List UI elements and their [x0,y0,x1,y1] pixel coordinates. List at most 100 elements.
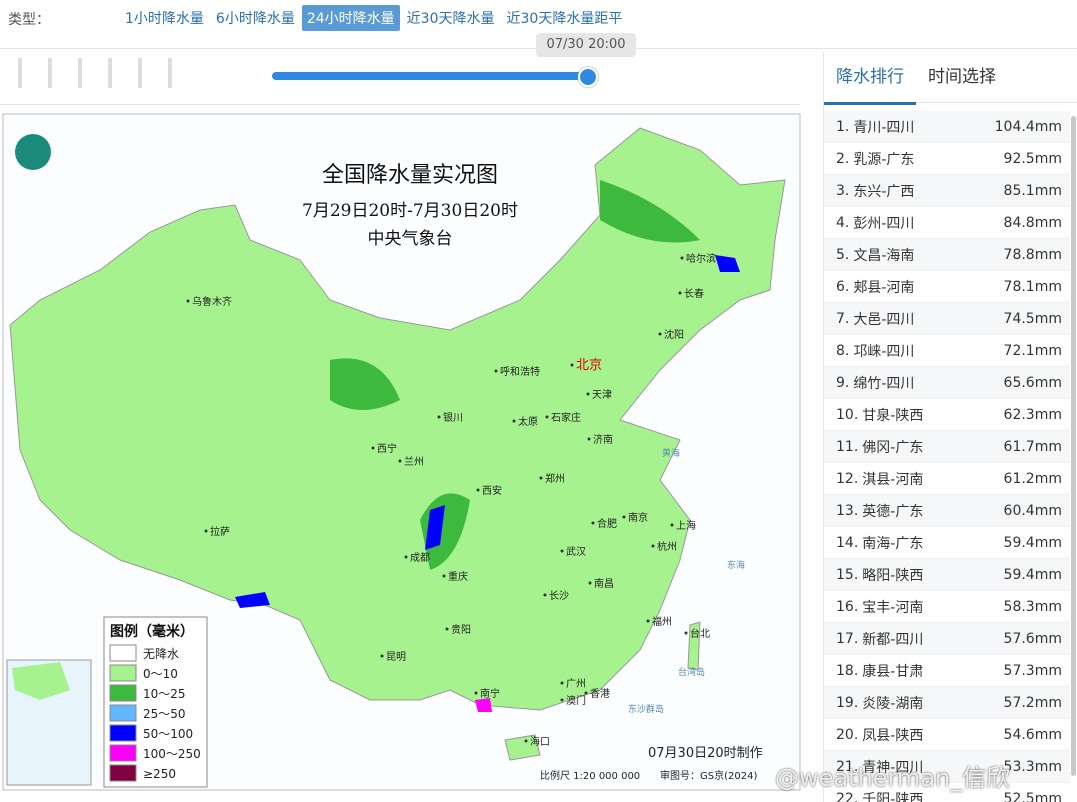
rank: 3. [836,182,850,199]
ranking-row[interactable]: 17. 新都-四川 57.6mm [824,623,1070,655]
place: 康县-甘肃 [862,663,924,680]
amount: 72.1mm [1003,342,1062,359]
amount: 59.4mm [1003,534,1062,551]
city-label: 福州 [652,615,672,628]
legend-swatch [109,664,137,682]
rank: 1. [836,118,850,135]
legend-swatch [109,764,137,782]
amount: 61.7mm [1003,438,1062,455]
scrollbar[interactable] [1071,116,1076,776]
rank: 16. [836,598,859,615]
ranking-row[interactable]: 6. 郏县-河南 78.1mm [824,271,1070,303]
city-dot [186,299,190,303]
ranking-row[interactable]: 22. 千阳-陕西 52.5mm [824,783,1070,802]
ranking-row[interactable]: 21. 青神-四川 53.3mm [824,751,1070,783]
city-label: 西安 [482,484,502,497]
city-dot [570,363,574,367]
legend-swatch [109,744,137,762]
city-label: 合肥 [597,517,617,530]
ranking-row[interactable]: 16. 宝丰-河南 58.3mm [824,591,1070,623]
ranking-row[interactable]: 5. 文昌-海南 78.8mm [824,239,1070,271]
panel-tab[interactable]: 时间选择 [928,67,996,87]
hainan [504,734,541,761]
ranking-row[interactable]: 4. 彭州-四川 84.8mm [824,207,1070,239]
ranking-row[interactable]: 14. 南海-广东 59.4mm [824,527,1070,559]
city-dot [678,291,682,295]
filter-tab[interactable]: 6小时降水量 [215,11,295,27]
ranking-row[interactable]: 13. 英德-广东 60.4mm [824,495,1070,527]
city-dot [371,446,375,450]
rank: 6. [836,278,850,295]
place: 郏县-河南 [853,279,915,296]
city-dot [560,681,564,685]
city-dot [586,392,590,396]
ranking-row[interactable]: 3. 东兴-广西 85.1mm [824,175,1070,207]
amount: 57.3mm [1003,662,1062,679]
city-dot [622,515,626,519]
place: 文昌-海南 [853,247,915,264]
ranking-row[interactable]: 12. 淇县-河南 61.2mm [824,463,1070,495]
rank: 20. [836,726,859,743]
city-label: 长春 [684,288,704,300]
place: 邛崃-四川 [853,343,915,360]
panel-tab[interactable]: 降水排行 [824,52,916,105]
city-label: 长沙 [549,590,569,602]
slider-knob[interactable] [578,67,598,87]
amount: 65.6mm [1003,374,1062,391]
ranking-row[interactable]: 1. 青川-四川 104.4mm [824,111,1070,143]
city-label: 西宁 [377,442,397,455]
ranking-row[interactable]: 19. 炎陵-湖南 57.2mm [824,687,1070,719]
city-label: 南昌 [594,577,614,590]
city-label: 呼和浩特 [500,366,540,378]
filter-tab[interactable]: 近30天降水量距平 [506,11,623,27]
place: 宝丰-河南 [862,599,924,616]
ranking-row[interactable]: 20. 凤县-陕西 54.6mm [824,719,1070,751]
filter-tab[interactable]: 1小时降水量 [125,11,204,27]
rank: 15. [836,566,859,583]
ranking-row[interactable]: 15. 略阳-陕西 59.4mm [824,559,1070,591]
city-dot [560,698,564,702]
city-label: 南京 [628,511,648,524]
place: 彭州-四川 [853,215,915,232]
city-label: 银川 [443,411,463,424]
city-label: 石家庄 [551,411,581,424]
city-label: 上海 [676,519,696,532]
filter-bar: 类型： 1小时降水量 6小时降水量 24小时降水量 近30天降水量 近30天降水量距平 [0,0,1077,49]
city-label: 东沙群岛 [628,703,664,715]
place: 青川-四川 [853,119,915,136]
city-label: 太原 [518,415,538,428]
ranking-row[interactable]: 2. 乳源-广东 92.5mm [824,143,1070,175]
amount: 57.2mm [1003,694,1062,711]
amount: 57.6mm [1003,630,1062,647]
legend-label: ≥250 [143,767,176,781]
filter-tab[interactable]: 24小时降水量 [301,5,400,31]
ranking-row[interactable]: 11. 佛冈-广东 61.7mm [824,431,1070,463]
rank: 9. [836,374,850,391]
ranking-row[interactable]: 9. 绵竹-四川 65.6mm [824,367,1070,399]
rank: 14. [836,534,859,551]
filter-label: 类型： [8,12,50,28]
made-note: 07月30日20时制作 [648,746,763,761]
side-panel: 降水排行 时间选择 1. 青川-四川 104.4mm 2. 乳源-广东 92.5mm 3. 东兴… [823,52,1077,802]
amount: 104.4mm [994,118,1062,135]
rank: 11. [836,438,859,455]
ranking-row[interactable]: 18. 康县-甘肃 57.3mm [824,655,1070,687]
city-dot [494,369,498,373]
city-dot [204,529,208,533]
place: 凤县-陕西 [862,727,924,744]
filter-tab[interactable]: 近30天降水量 [406,11,495,27]
city-dot [445,627,449,631]
rank: 4. [836,214,850,231]
review-note: 审图号：GS京(2024) [660,769,757,782]
time-slider[interactable] [272,72,587,80]
city-dot [539,476,543,480]
city-label: 澳门 [566,694,586,707]
ranking-row[interactable]: 8. 邛崃-四川 72.1mm [824,335,1070,367]
legend-label: 50～100 [143,727,193,741]
place: 炎陵-湖南 [862,695,924,712]
ranking-row[interactable]: 7. 大邑-四川 74.5mm [824,303,1070,335]
city-label: 哈尔滨 [686,252,716,265]
ranking-row[interactable]: 10. 甘泉-陕西 62.3mm [824,399,1070,431]
rank: 17. [836,630,859,647]
